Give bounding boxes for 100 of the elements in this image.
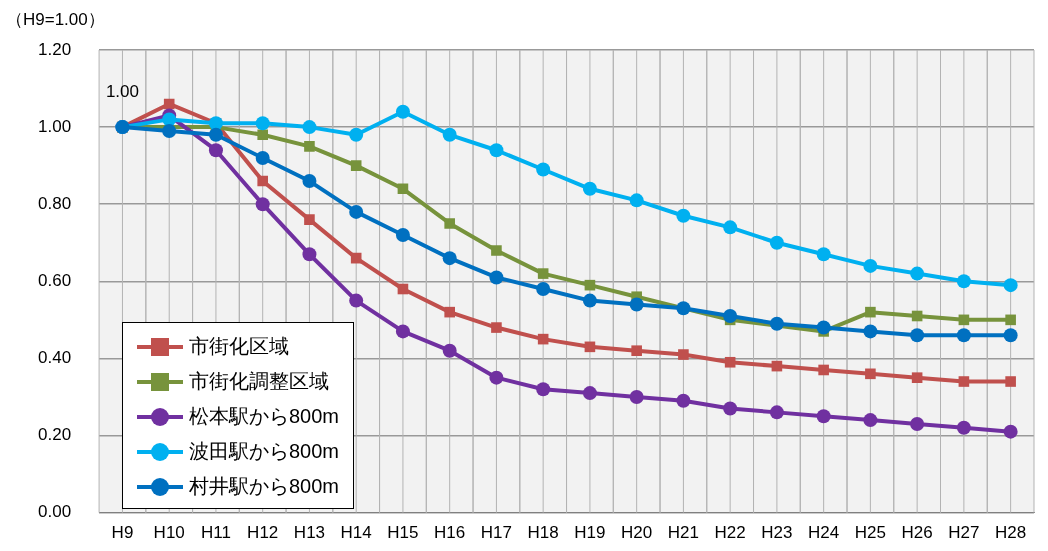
point (863, 413, 878, 428)
y-tick-label: 0.40 (37, 348, 72, 368)
point (863, 324, 878, 339)
point (676, 208, 691, 223)
point (676, 393, 691, 408)
x-tick-label: H17 (480, 523, 513, 543)
point (956, 420, 971, 435)
x-tick-label: H9 (111, 523, 134, 543)
point (910, 266, 925, 281)
point (489, 270, 504, 285)
x-tick-label: H15 (387, 523, 419, 543)
point (491, 245, 502, 256)
point (537, 268, 549, 279)
point (582, 386, 597, 401)
point (769, 316, 784, 331)
point (724, 356, 736, 368)
x-tick-label: H26 (901, 523, 933, 543)
point (1003, 424, 1018, 439)
point (629, 297, 644, 312)
x-tick-label: H18 (527, 523, 559, 543)
point (723, 401, 738, 416)
point (816, 247, 831, 262)
point (1003, 278, 1018, 293)
x-tick-label: H23 (761, 523, 793, 543)
y-tick-label: 0.60 (37, 270, 72, 290)
point (769, 235, 784, 250)
x-tick-label: H28 (995, 523, 1027, 543)
point (818, 364, 829, 376)
x-tick-label: H13 (293, 523, 326, 543)
point (865, 306, 876, 318)
point (395, 324, 410, 339)
point (304, 214, 315, 225)
point (302, 120, 317, 135)
point (350, 160, 362, 171)
point (910, 328, 925, 343)
point (629, 389, 644, 404)
point (349, 204, 364, 219)
point (257, 129, 268, 141)
y-tick-label: 0.20 (37, 425, 72, 445)
point (911, 372, 923, 383)
point (395, 228, 410, 243)
point (1005, 314, 1016, 326)
point (536, 282, 551, 297)
point (910, 416, 925, 431)
y-tick-label: 0.80 (37, 193, 72, 213)
point (723, 220, 738, 235)
point (489, 143, 504, 158)
point (397, 183, 409, 195)
x-tick-label: H27 (948, 523, 980, 543)
point (582, 181, 597, 196)
point (302, 174, 317, 189)
point (723, 309, 738, 323)
x-tick-label: H24 (808, 523, 840, 543)
point (816, 320, 831, 335)
legend-label: 市街化区域 (189, 334, 289, 359)
point (678, 349, 689, 360)
point (208, 127, 223, 142)
x-tick-label: H20 (621, 523, 653, 543)
x-tick-label: H21 (667, 523, 699, 543)
point (255, 116, 270, 131)
point (302, 247, 317, 262)
legend-label: 波田駅から800m (189, 439, 340, 464)
point (769, 405, 784, 420)
point (255, 150, 270, 165)
point (536, 162, 551, 177)
y-axis-title: （H9=1.00） (6, 9, 105, 31)
x-tick-label: H11 (200, 523, 231, 543)
point (582, 293, 597, 308)
point (958, 376, 970, 387)
point (956, 328, 971, 343)
x-tick-label: H22 (714, 523, 746, 543)
point (257, 175, 268, 187)
y-tick-label: 1.00 (37, 116, 72, 136)
legend-label: 松本駅から800m (189, 404, 340, 429)
legend-label: 市街化調整区域 (189, 369, 329, 394)
point (442, 251, 457, 266)
point (1003, 328, 1018, 343)
point (442, 343, 457, 358)
point (208, 143, 223, 158)
point (444, 306, 455, 318)
point (676, 301, 691, 316)
x-tick-label: H16 (434, 523, 466, 543)
point (956, 274, 971, 289)
point (631, 345, 642, 356)
point (163, 98, 175, 110)
y-tick-label: 1.20 (37, 39, 72, 59)
point (444, 218, 455, 229)
point (162, 123, 177, 138)
x-tick-label: H19 (574, 523, 606, 543)
point (629, 193, 644, 208)
x-tick-label: H25 (854, 523, 886, 543)
point (816, 409, 831, 424)
x-tick-label: H10 (153, 523, 185, 543)
annotation: 1.00 (105, 82, 140, 102)
point (1005, 376, 1016, 387)
point (865, 368, 876, 380)
point (255, 197, 270, 212)
y-tick-label: 0.00 (37, 502, 72, 522)
legend-label: 村井駅から800m (189, 474, 340, 499)
x-tick-label: H14 (340, 523, 372, 543)
